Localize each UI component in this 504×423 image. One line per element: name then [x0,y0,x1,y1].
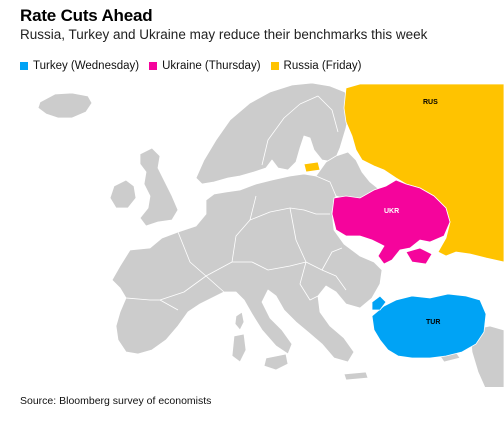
island-crete [343,371,369,381]
island-sardinia [231,333,247,363]
scandinavia-borders [261,95,339,166]
legend-label-turkey: Turkey (Wednesday) [33,60,140,72]
country-turkey [371,293,487,359]
country-turkey-thrace [371,295,387,311]
label-ukraine: UKR [384,208,399,215]
country-russia-kaliningrad [303,161,321,173]
country-continental-europe [111,173,383,363]
island-corsica [234,311,245,331]
country-ukraine [331,179,451,265]
legend-swatch-ukraine [149,62,158,70]
country-middle-east [469,325,504,387]
country-ireland [109,179,137,209]
label-turkey: TUR [426,319,440,326]
legend-item-russia: Russia (Friday) [270,60,362,72]
legend-swatch-russia [270,62,279,70]
source-note: Source: Bloomberg survey of economists [20,395,212,407]
internal-borders [125,195,347,311]
europe-map: RUS UKR TUR [37,82,504,387]
country-iceland [37,92,93,119]
legend-label-ukraine: Ukraine (Thursday) [162,60,261,72]
legend-item-turkey: Turkey (Wednesday) [20,60,139,72]
island-sicily [263,353,289,371]
legend-item-ukraine: Ukraine (Thursday) [149,60,261,72]
label-russia: RUS [423,99,438,106]
region-crimea [405,247,433,265]
country-great-britain [139,147,179,227]
legend-label-russia: Russia (Friday) [283,60,362,72]
chart-subtitle: Russia, Turkey and Ukraine may reduce th… [20,27,428,42]
legend: Turkey (Wednesday) Ukraine (Thursday) Ru… [20,60,362,72]
country-belarus-baltics [315,151,381,201]
chart-title: Rate Cuts Ahead [20,6,153,25]
legend-swatch-turkey [20,62,28,70]
